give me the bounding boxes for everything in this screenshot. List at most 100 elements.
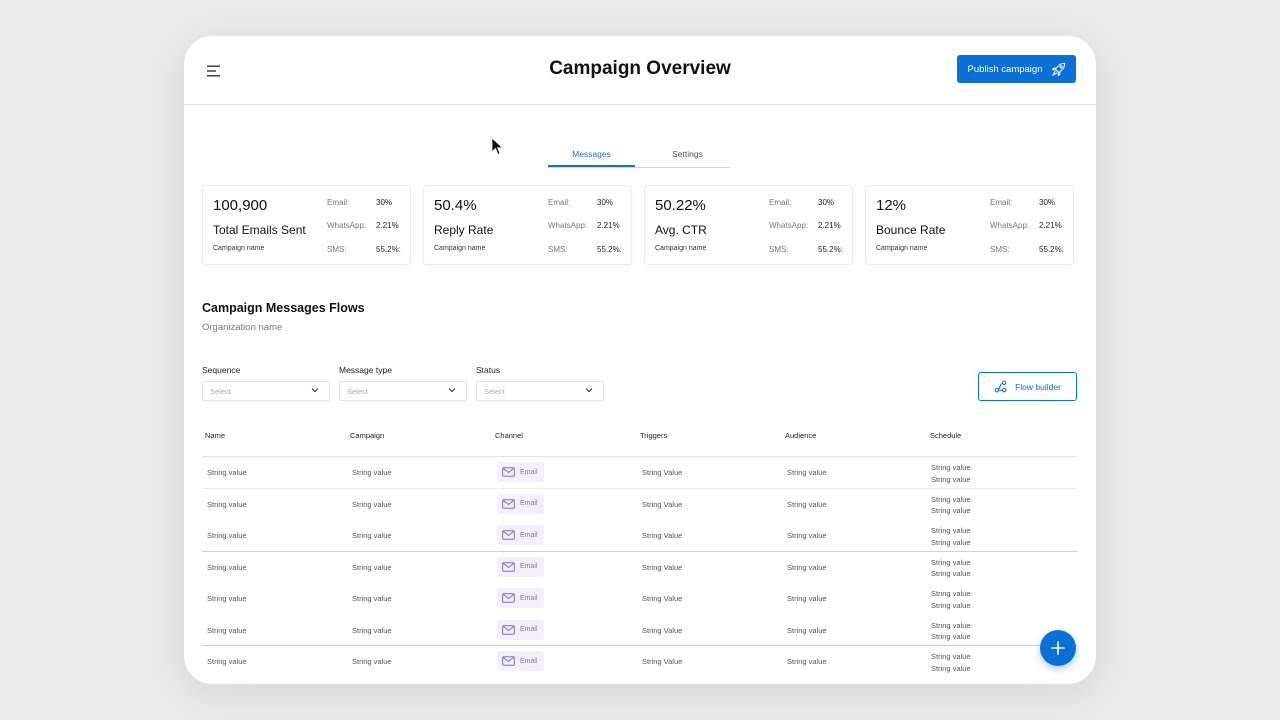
flow-icon xyxy=(994,380,1007,393)
breakdown-value-sms: 55.2%: xyxy=(376,245,401,254)
publish-campaign-button[interactable]: Publish campaign xyxy=(957,55,1076,83)
filter-label-status: Status xyxy=(476,365,501,375)
channel-chip[interactable]: Email xyxy=(497,651,544,671)
breakdown-label-whatsapp: WhatsApp: xyxy=(548,221,588,230)
filter-label-message-type: Message type xyxy=(339,365,392,375)
table-row[interactable]: String value String value Email String V… xyxy=(202,489,1077,521)
column-header-channel: Channel xyxy=(495,431,523,440)
breakdown-label-whatsapp: WhatsApp: xyxy=(990,221,1030,230)
channel-chip[interactable]: Email xyxy=(497,619,544,640)
section-title: Campaign Messages Flows xyxy=(202,301,365,315)
schedule-line: String value xyxy=(931,652,971,661)
breakdown-label-sms: SMS: xyxy=(548,245,568,254)
column-header-triggers: Triggers xyxy=(640,431,668,440)
cell-schedule: String value String value xyxy=(931,588,971,611)
channel-label: Email xyxy=(520,468,538,476)
breakdown-label-email: Email: xyxy=(990,198,1013,207)
table-row[interactable]: String value String value Email String V… xyxy=(202,457,1077,489)
stat-card-reply-rate: 50.4% Reply Rate Campaign name Email: 30… xyxy=(423,185,632,265)
table-row[interactable]: String value String value Email String V… xyxy=(202,615,1077,646)
tab-settings[interactable]: Settings xyxy=(672,149,703,159)
mail-icon xyxy=(502,624,515,635)
section-subtitle: Organization name xyxy=(202,322,283,333)
schedule-line: String value xyxy=(931,506,971,515)
stat-label: Reply Rate xyxy=(434,223,494,237)
breakdown-label-whatsapp: WhatsApp: xyxy=(769,221,809,230)
schedule-line: String value xyxy=(931,557,971,567)
breakdown-label-email: Email: xyxy=(327,198,350,207)
stat-campaign-name: Campaign name xyxy=(655,245,707,252)
cell-audience: String value xyxy=(787,625,827,635)
cell-triggers: String Value xyxy=(642,594,683,603)
cell-name: String value xyxy=(207,499,247,509)
stat-campaign-name: Campaign name xyxy=(213,245,265,252)
mail-icon xyxy=(502,561,515,572)
cell-triggers: String Value xyxy=(642,499,683,509)
table-row[interactable]: String value String value Email String V… xyxy=(202,583,1077,615)
breakdown-label-sms: SMS: xyxy=(327,245,347,254)
schedule-line: String value xyxy=(931,632,971,641)
cell-schedule: String value String value xyxy=(931,494,971,517)
breakdown-value-sms: 55.2%: xyxy=(1039,245,1064,254)
publish-button-label: Publish campaign xyxy=(967,63,1043,75)
breakdown-value-email: 30% xyxy=(376,198,393,207)
table-row[interactable]: String value String value Email String V… xyxy=(202,552,1077,584)
stat-value: 12% xyxy=(876,197,907,214)
schedule-line: String value xyxy=(931,463,971,472)
hamburger-menu-icon[interactable] xyxy=(206,64,222,78)
status-select[interactable]: Select xyxy=(476,381,604,401)
cell-name: String value xyxy=(207,625,247,635)
breakdown-label-sms: SMS: xyxy=(990,245,1010,254)
plus-icon xyxy=(1051,641,1065,655)
breakdown-label-sms: SMS: xyxy=(769,245,789,254)
messages-table: Name Campaign Channel Triggers Audience … xyxy=(202,427,1077,678)
table-header: Name Campaign Channel Triggers Audience … xyxy=(202,427,1077,457)
cell-name: String value xyxy=(207,468,247,477)
channel-chip[interactable]: Email xyxy=(497,588,544,608)
breakdown-value-whatsapp: 2.21% xyxy=(597,221,620,230)
stat-campaign-name: Campaign name xyxy=(434,245,486,252)
channel-chip[interactable]: Email xyxy=(497,462,544,482)
cell-schedule: String value String value xyxy=(931,557,971,580)
rocket-icon xyxy=(1051,62,1065,76)
stat-value: 50.4% xyxy=(434,197,477,214)
channel-chip[interactable]: Email xyxy=(497,556,544,577)
add-button[interactable] xyxy=(1040,630,1076,666)
channel-chip[interactable]: Email xyxy=(497,525,544,545)
schedule-line: String value xyxy=(931,600,971,610)
mail-icon xyxy=(502,593,515,603)
stat-card-total-emails: 100,900 Total Emails Sent Campaign name … xyxy=(202,185,411,265)
cell-triggers: String Value xyxy=(642,625,683,635)
flow-builder-button[interactable]: Flow builder xyxy=(978,372,1077,401)
stat-card-avg-ctr: 50.22% Avg. CTR Campaign name Email: 30%… xyxy=(644,185,853,265)
stat-label: Bounce Rate xyxy=(876,223,946,237)
schedule-line: String value xyxy=(931,569,971,578)
message-type-select[interactable]: Select xyxy=(339,381,467,401)
breakdown-value-email: 30% xyxy=(597,198,614,207)
select-placeholder: Select xyxy=(210,387,231,396)
sequence-select[interactable]: Select xyxy=(202,381,330,401)
view-tabs: Messages Settings xyxy=(548,149,730,168)
cell-schedule: String value String value xyxy=(931,525,971,548)
filter-label-sequence: Sequence xyxy=(202,365,241,375)
table-row[interactable]: String value String value Email String V… xyxy=(202,520,1077,552)
stat-campaign-name: Campaign name xyxy=(876,245,928,252)
cell-audience: String value xyxy=(787,594,827,603)
channel-label: Email xyxy=(520,500,538,507)
tab-messages[interactable]: Messages xyxy=(548,149,635,167)
channel-chip[interactable]: Email xyxy=(497,493,544,514)
cell-name: String value xyxy=(207,531,247,540)
select-placeholder: Select xyxy=(347,387,368,396)
breakdown-value-whatsapp: 2.21% xyxy=(818,221,841,230)
stat-value: 100,900 xyxy=(213,197,268,214)
cell-schedule: String value String value xyxy=(931,651,971,674)
table-row[interactable]: String value String value Email String V… xyxy=(202,646,1077,678)
mail-icon xyxy=(502,498,515,509)
stat-label: Avg. CTR xyxy=(655,223,707,237)
cell-name: String value xyxy=(207,594,247,603)
cell-triggers: String Value xyxy=(642,657,683,666)
cell-name: String value xyxy=(207,657,247,666)
schedule-line: String value xyxy=(931,589,971,598)
channel-label: Email xyxy=(520,531,538,539)
chevron-down-icon xyxy=(448,388,456,393)
